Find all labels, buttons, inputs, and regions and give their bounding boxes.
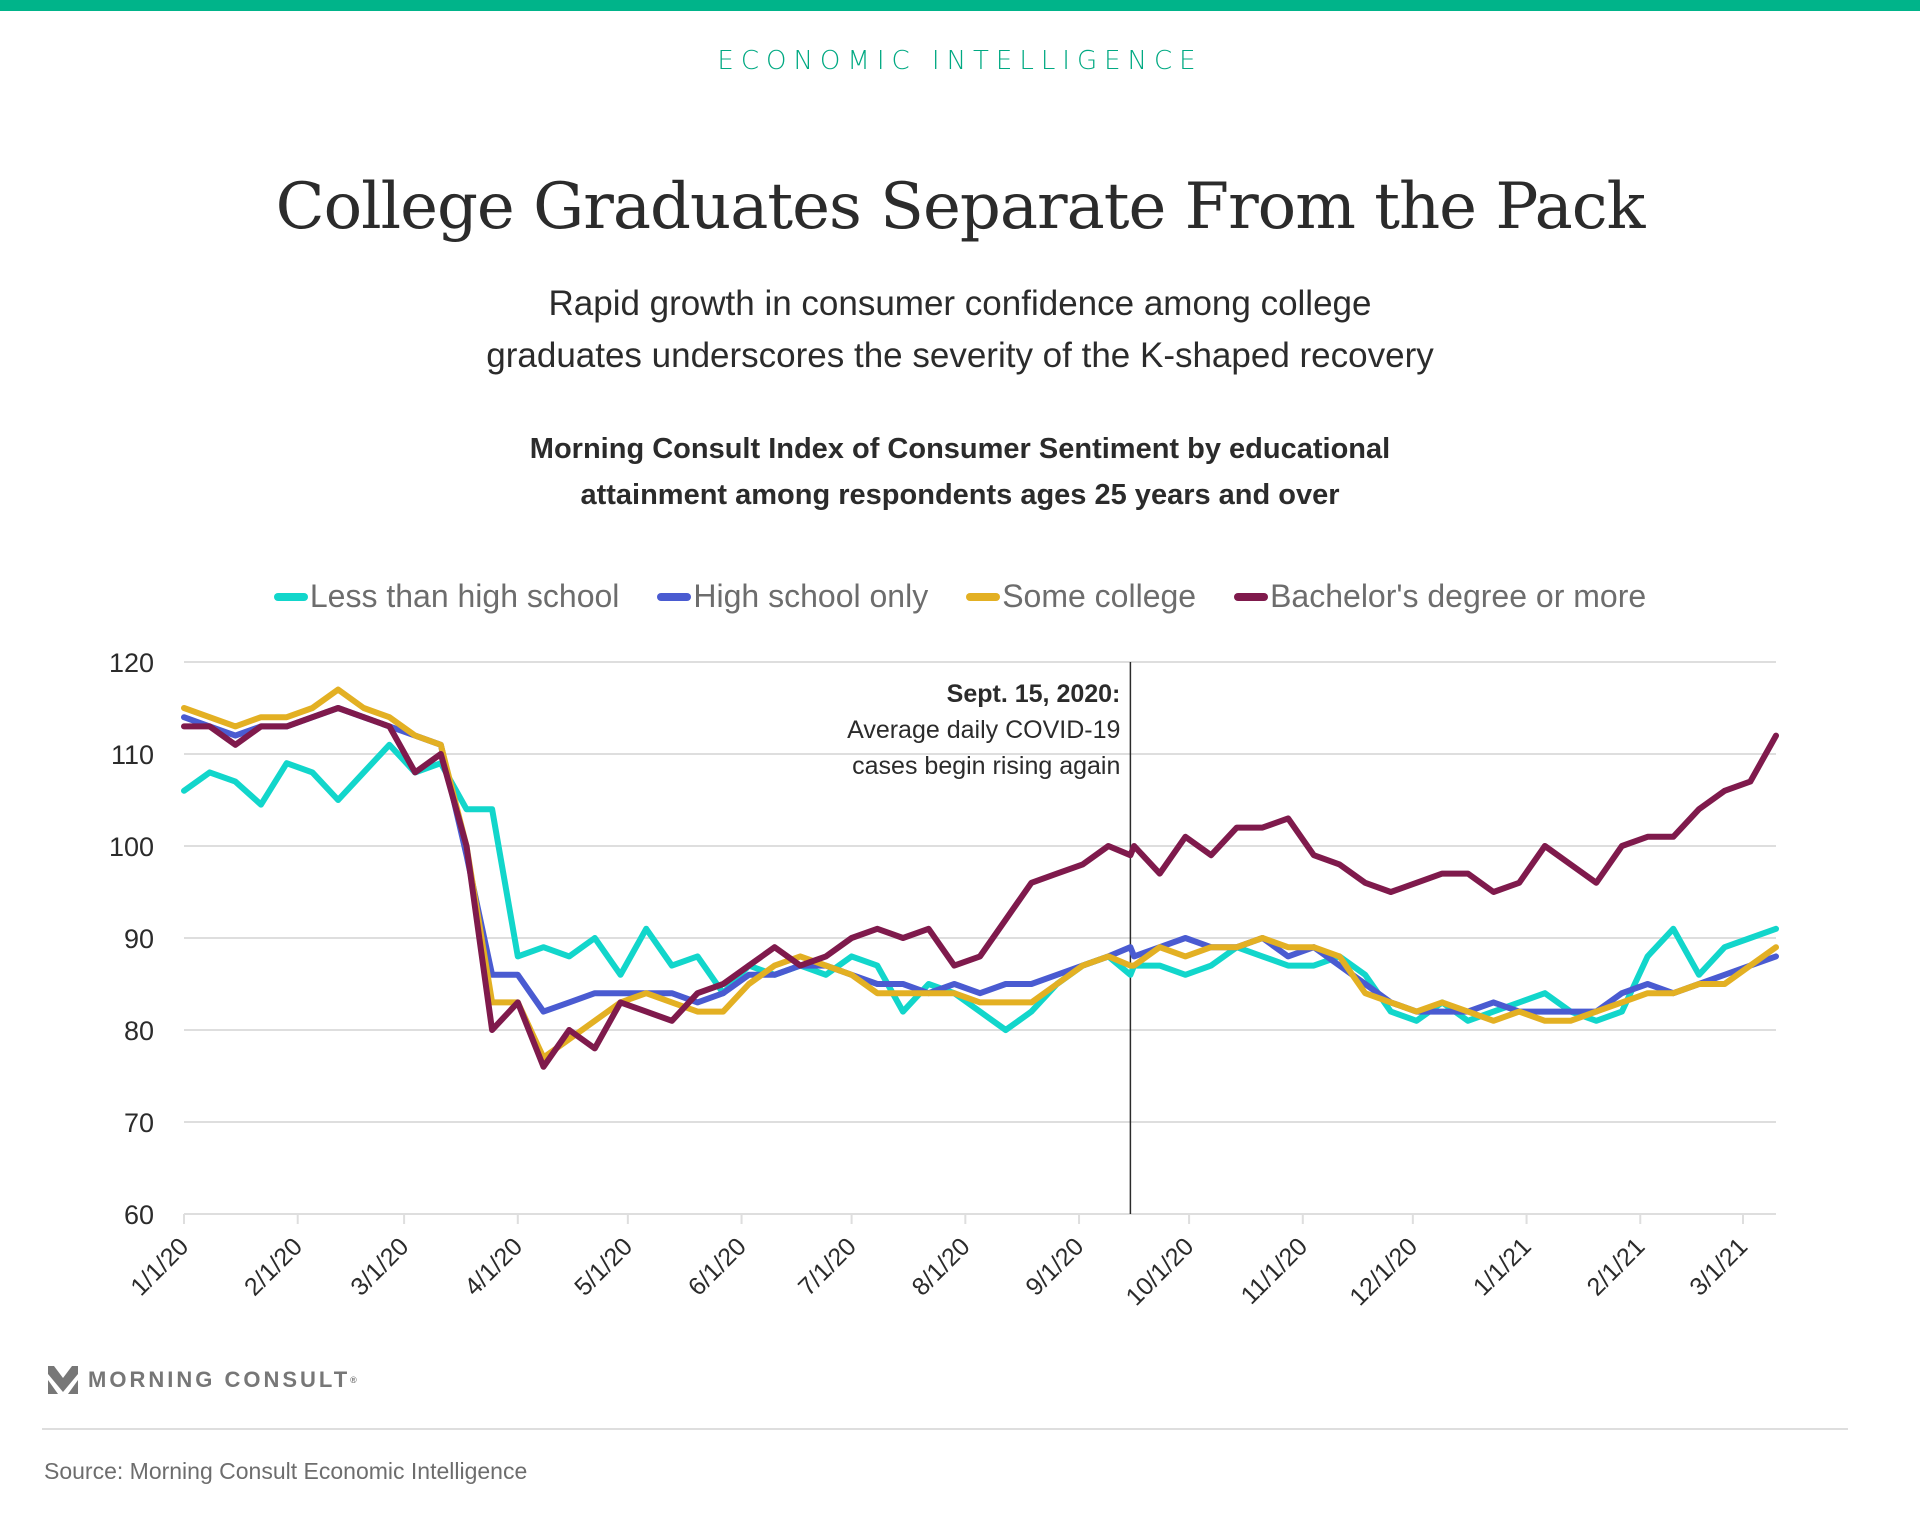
x-tick-label: 9/1/20 <box>1020 1232 1089 1301</box>
chart-title: Morning Consult Index of Consumer Sentim… <box>0 426 1920 518</box>
y-tick-label: 100 <box>109 832 154 862</box>
legend-swatch <box>1234 592 1269 601</box>
y-tick-label: 60 <box>124 1200 154 1230</box>
legend-swatch <box>273 592 308 601</box>
y-tick-label: 120 <box>109 648 154 678</box>
x-tick-label: 12/1/20 <box>1344 1232 1423 1311</box>
x-tick-label: 2/1/21 <box>1582 1232 1651 1301</box>
legend-item-high-school-only: High school only <box>657 578 928 615</box>
subtitle-line-1: Rapid growth in consumer confidence amon… <box>548 284 1372 323</box>
chart-title-line-2: attainment among respondents ages 25 yea… <box>580 479 1340 511</box>
x-tick-label: 7/1/20 <box>793 1232 862 1301</box>
kicker: ECONOMIC INTELLIGENCE <box>717 46 1203 76</box>
legend-swatch <box>657 592 692 601</box>
annotation-line-1: Average daily COVID-19 <box>847 716 1120 744</box>
legend-item-some-college: Some college <box>966 578 1196 615</box>
y-tick-label: 90 <box>124 924 154 954</box>
legend-item-bachelors: Bachelor's degree or more <box>1234 578 1646 615</box>
brand-name: MORNING CONSULT <box>88 1367 351 1392</box>
y-tick-label: 110 <box>111 740 154 770</box>
legend-label: Bachelor's degree or more <box>1270 578 1647 614</box>
legend-item-less-than-high-school: Less than high school <box>273 578 620 615</box>
x-tick-label: 1/1/20 <box>125 1232 194 1301</box>
chart-title-line-1: Morning Consult Index of Consumer Sentim… <box>529 433 1391 465</box>
source-note: Source: Morning Consult Economic Intelli… <box>44 1458 528 1484</box>
footer-divider <box>42 1428 1848 1430</box>
morning-consult-m-icon <box>48 1366 78 1394</box>
y-tick-label: 80 <box>124 1016 154 1046</box>
legend-label: Less than high school <box>309 578 620 614</box>
legend-label: Some college <box>1002 578 1197 614</box>
x-tick-label: 4/1/20 <box>459 1232 528 1301</box>
series-bachelors-or-more-line <box>181 705 1779 1070</box>
series-less-than-high-school-line <box>181 741 1779 1033</box>
x-tick-label: 3/1/21 <box>1684 1232 1753 1301</box>
morning-consult-logo: MORNING CONSULT ® <box>48 1366 357 1394</box>
brand-top-bar <box>0 0 1920 11</box>
legend-swatch <box>966 592 1001 601</box>
x-tick-label: 11/1/20 <box>1236 1232 1313 1309</box>
x-tick-label: 1/1/21 <box>1468 1232 1537 1301</box>
x-tick-label: 8/1/20 <box>907 1232 976 1301</box>
y-tick-label: 70 <box>124 1108 154 1138</box>
x-tick-label: 10/1/20 <box>1121 1232 1200 1311</box>
series-some-college-line <box>181 686 1779 1061</box>
trademark: ® <box>350 1375 357 1385</box>
legend: Less than high school High school only S… <box>0 578 1920 615</box>
annotation-title: Sept. 15, 2020: <box>947 680 1121 708</box>
legend-label: High school only <box>693 578 929 614</box>
subtitle-line-2: graduates underscores the severity of th… <box>486 336 1434 375</box>
x-tick-label: 6/1/20 <box>683 1232 752 1301</box>
subtitle: Rapid growth in consumer confidence amon… <box>0 278 1920 382</box>
x-tick-label: 2/1/20 <box>239 1232 308 1301</box>
x-tick-label: 5/1/20 <box>569 1232 638 1301</box>
annotation-line-2: cases begin rising again <box>852 752 1120 780</box>
page-title: College Graduates Separate From the Pack <box>275 170 1646 244</box>
x-tick-label: 3/1/20 <box>345 1232 414 1301</box>
